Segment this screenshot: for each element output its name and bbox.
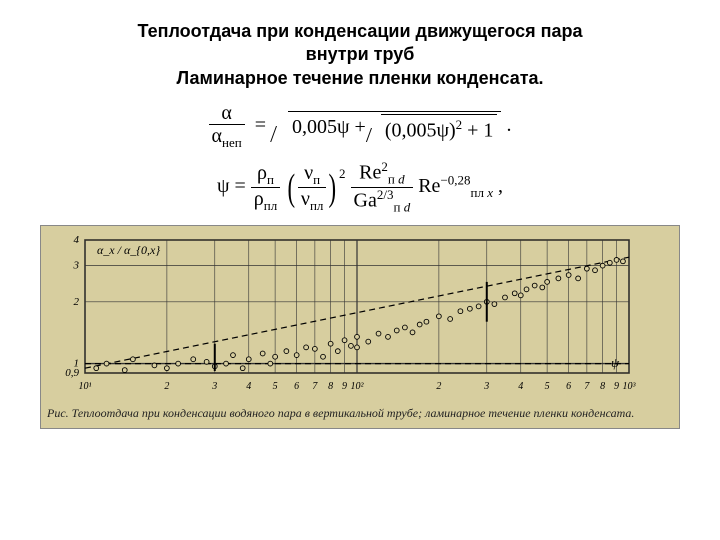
chart-panel: 10¹2345678910²2345678910³0,91234α_x / α_… <box>40 225 680 429</box>
svg-text:10¹: 10¹ <box>79 381 92 392</box>
svg-text:8: 8 <box>600 381 605 392</box>
title-line-3: Ламинарное течение пленки конденсата. <box>40 67 680 90</box>
page-title: Теплоотдача при конденсации движущегося … <box>40 20 680 90</box>
caption-text: Теплоотдача при конденсации водяного пар… <box>69 406 635 420</box>
svg-text:10²: 10² <box>351 381 365 392</box>
svg-text:5: 5 <box>545 381 550 392</box>
svg-text:α_x / α_{0,x}: α_x / α_{0,x} <box>97 243 160 257</box>
svg-text:4: 4 <box>74 234 80 246</box>
svg-text:8: 8 <box>328 381 333 392</box>
svg-text:3: 3 <box>211 381 217 392</box>
title-line-2: внутри труб <box>40 43 680 66</box>
svg-text:2: 2 <box>436 381 441 392</box>
svg-text:2: 2 <box>74 296 80 308</box>
formula-2-tail: , <box>498 176 503 198</box>
svg-text:1: 1 <box>74 358 80 370</box>
svg-text:4: 4 <box>518 381 523 392</box>
svg-text:9: 9 <box>342 381 347 392</box>
svg-text:4: 4 <box>246 381 251 392</box>
svg-text:5: 5 <box>273 381 278 392</box>
svg-text:6: 6 <box>566 381 571 392</box>
svg-text:3: 3 <box>483 381 489 392</box>
scatter-chart: 10¹2345678910²2345678910³0,91234α_x / α_… <box>47 232 647 397</box>
formula-1-tail: . <box>506 114 511 136</box>
chart-caption: Рис. Теплоотдача при конденсации водяног… <box>47 406 673 422</box>
svg-text:ψ: ψ <box>611 355 620 370</box>
svg-text:9: 9 <box>614 381 619 392</box>
svg-text:3: 3 <box>73 260 80 272</box>
formula-1: ααнеп = 0,005ψ + (0,005ψ)2 + 1 . <box>40 102 680 150</box>
svg-text:6: 6 <box>294 381 299 392</box>
formula-2: ψ = ρпρпл (νпνпл)2 Re2п dGa2/3п d Re−0,2… <box>40 160 680 215</box>
svg-text:2: 2 <box>164 381 169 392</box>
svg-text:10³: 10³ <box>623 381 637 392</box>
caption-prefix: Рис. <box>47 406 69 420</box>
title-line-1: Теплоотдача при конденсации движущегося … <box>40 20 680 43</box>
